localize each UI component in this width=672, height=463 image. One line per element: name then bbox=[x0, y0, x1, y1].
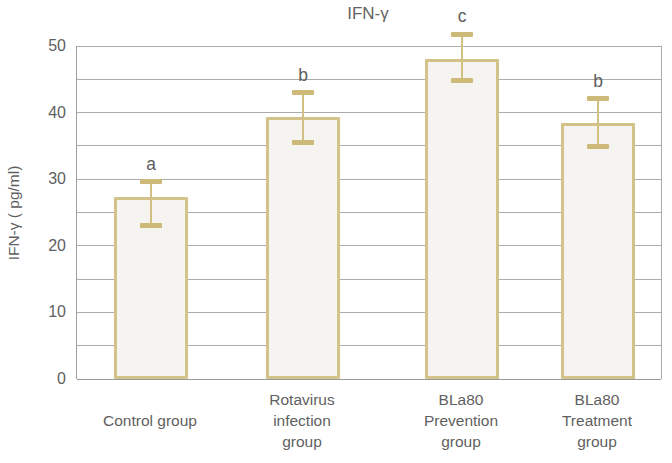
y-tick-label-50: 50 bbox=[22, 37, 66, 55]
significance-letter-1: a bbox=[131, 154, 171, 174]
x-category-label-2: Rotavirus infection group bbox=[222, 385, 382, 455]
error-bar-whisker-1 bbox=[150, 182, 152, 226]
ifn-gamma-bar-chart: IFN-γ IFN-γ ( pg/ml) a b c b 0 10 20 30 40 50 Co… bbox=[0, 0, 672, 463]
y-tick-label-40: 40 bbox=[22, 104, 66, 122]
error-bar-cap-bottom-1 bbox=[140, 223, 162, 228]
error-bar-whisker-2 bbox=[302, 93, 304, 143]
x-axis-baseline bbox=[77, 379, 661, 380]
gridline-50 bbox=[77, 46, 661, 47]
significance-letter-3: c bbox=[442, 6, 482, 26]
x-category-label-4: BLa80 Treatment group bbox=[517, 385, 672, 455]
error-bar-whisker-4 bbox=[597, 99, 599, 147]
y-tick-label-30: 30 bbox=[22, 170, 66, 188]
chart-title: IFN-γ bbox=[76, 4, 660, 24]
y-tick-label-10: 10 bbox=[22, 303, 66, 321]
y-axis-title: IFN-γ ( pg/ml) bbox=[5, 133, 23, 293]
gridline-45 bbox=[77, 79, 661, 80]
significance-letter-4: b bbox=[578, 71, 618, 91]
y-tick-label-0: 0 bbox=[22, 370, 66, 388]
error-bar-cap-bottom-2 bbox=[292, 140, 314, 145]
error-bar-cap-bottom-4 bbox=[587, 144, 609, 149]
error-bar-cap-top-1 bbox=[140, 179, 162, 184]
error-bar-cap-top-4 bbox=[587, 96, 609, 101]
x-category-label-1: Control group bbox=[70, 385, 230, 455]
bar-4 bbox=[561, 123, 635, 379]
bar-3 bbox=[425, 59, 499, 379]
significance-letter-2: b bbox=[283, 65, 323, 85]
gridline-40 bbox=[77, 112, 661, 113]
y-tick-label-20: 20 bbox=[22, 237, 66, 255]
error-bar-cap-top-2 bbox=[292, 90, 314, 95]
error-bar-whisker-3 bbox=[461, 34, 463, 81]
error-bar-cap-top-3 bbox=[451, 32, 473, 37]
error-bar-cap-bottom-3 bbox=[451, 78, 473, 83]
plot-area: abcb bbox=[76, 46, 662, 379]
bar-2 bbox=[266, 117, 340, 379]
